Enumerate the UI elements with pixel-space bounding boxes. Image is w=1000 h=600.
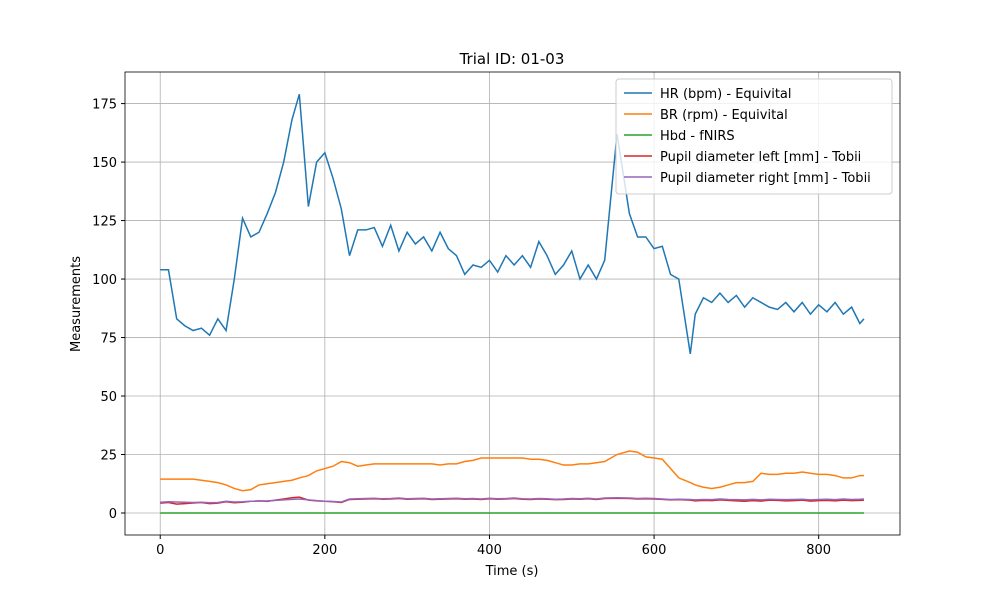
legend-label: Hbd - fNIRS (660, 129, 735, 144)
data-line (160, 450, 864, 492)
plot-frame (124, 71, 901, 536)
y-tick-label: 100 (92, 273, 117, 288)
data-line (160, 497, 864, 504)
y-tick-label: 75 (100, 332, 117, 347)
x-tick-label: 400 (477, 543, 502, 558)
x-tick-label: 0 (156, 543, 164, 558)
legend (615, 78, 893, 195)
legend-label: BR (rpm) - Equivital (660, 108, 788, 123)
legend-label: Pupil diameter right [mm] - Tobii (660, 171, 871, 186)
y-tick-label: 0 (109, 507, 117, 522)
legend-label: Pupil diameter left [mm] - Tobii (660, 150, 861, 165)
y-tick-label: 150 (92, 156, 117, 171)
y-tick-label: 25 (100, 449, 117, 464)
legend-label: HR (bpm) - Equivital (660, 87, 792, 102)
x-tick-label: 200 (312, 543, 337, 558)
x-tick-label: 800 (806, 543, 831, 558)
y-tick-label: 175 (92, 98, 117, 113)
chart-title: Trial ID: 01-03 (459, 50, 565, 68)
y-tick-label: 125 (92, 215, 117, 230)
y-tick-label: 50 (100, 390, 117, 405)
x-tick-label: 600 (642, 543, 667, 558)
data-line (160, 94, 865, 355)
y-axis-label: Measurements (69, 256, 84, 352)
x-axis-label: Time (s) (485, 564, 539, 579)
